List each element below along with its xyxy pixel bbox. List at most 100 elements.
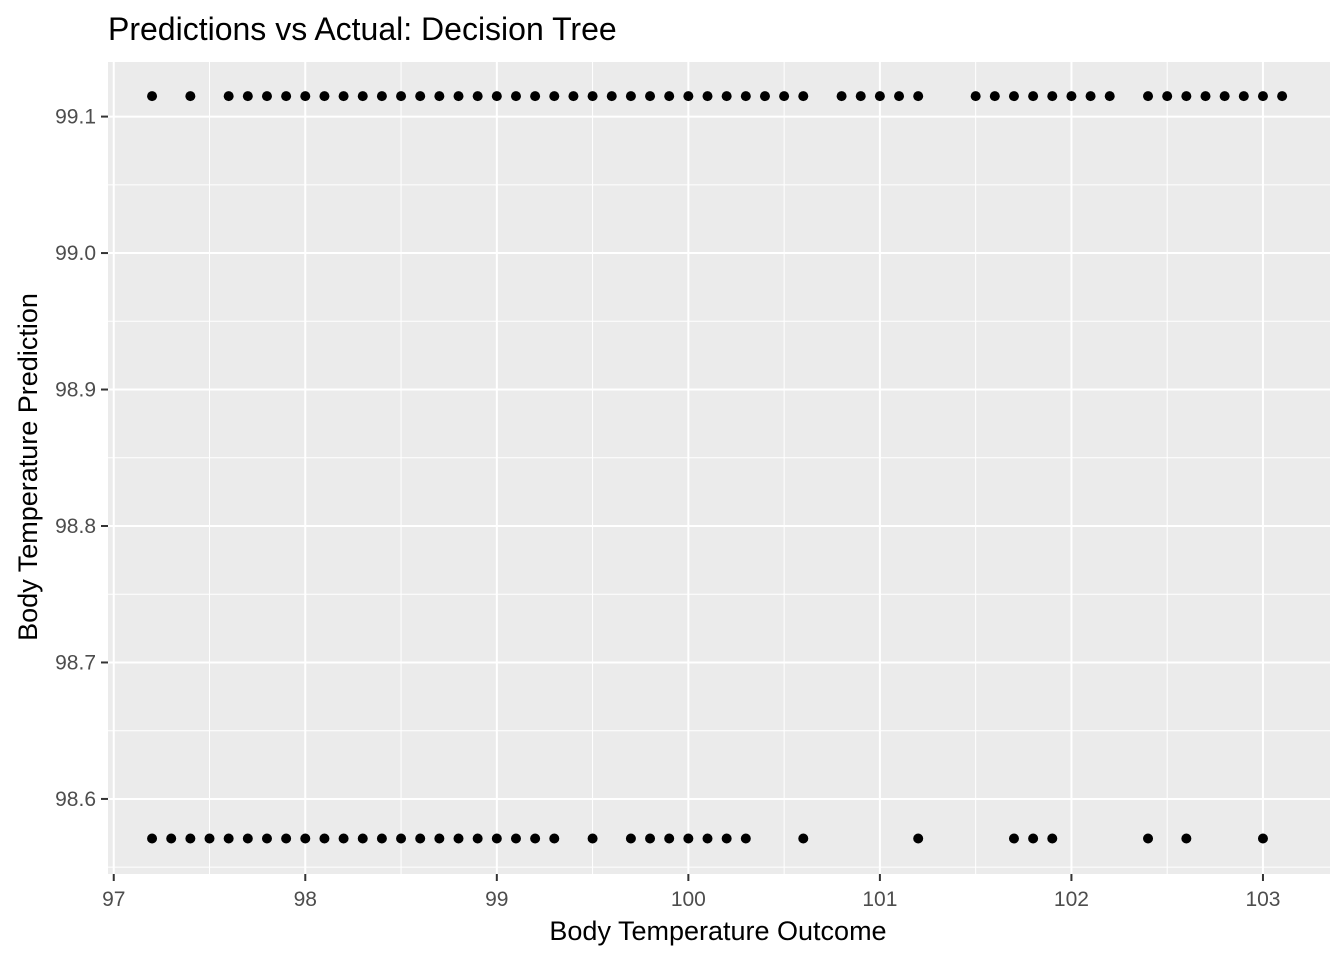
data-point bbox=[185, 91, 196, 102]
x-tick-label: 101 bbox=[862, 888, 897, 911]
data-point bbox=[300, 91, 311, 102]
data-point bbox=[1181, 91, 1192, 102]
data-point bbox=[989, 91, 1000, 102]
data-point bbox=[759, 91, 770, 102]
data-point bbox=[261, 833, 272, 844]
y-tick-label: 98.9 bbox=[55, 379, 96, 402]
y-tick-label: 98.7 bbox=[55, 651, 96, 674]
data-point bbox=[702, 91, 713, 102]
plot-panel bbox=[108, 62, 1330, 874]
x-tick-label: 100 bbox=[671, 888, 706, 911]
data-point bbox=[242, 833, 253, 844]
data-point bbox=[855, 91, 866, 102]
data-point bbox=[357, 833, 368, 844]
data-point bbox=[204, 833, 215, 844]
data-point bbox=[530, 91, 541, 102]
x-axis: 97 98 99 100 101 102 103 bbox=[102, 874, 1280, 911]
data-point bbox=[281, 833, 292, 844]
data-point bbox=[1143, 91, 1154, 102]
data-point bbox=[261, 91, 272, 102]
data-point bbox=[491, 833, 502, 844]
data-point bbox=[510, 833, 521, 844]
data-point bbox=[1238, 91, 1249, 102]
data-point bbox=[913, 833, 924, 844]
data-point bbox=[1104, 91, 1115, 102]
data-point bbox=[702, 833, 713, 844]
data-point bbox=[223, 91, 234, 102]
data-point bbox=[396, 833, 407, 844]
data-point bbox=[376, 91, 387, 102]
data-point bbox=[664, 91, 675, 102]
x-axis-title: Body Temperature Outcome bbox=[549, 916, 886, 946]
data-point bbox=[894, 91, 905, 102]
data-point bbox=[798, 91, 809, 102]
data-point bbox=[472, 91, 483, 102]
data-point bbox=[396, 91, 407, 102]
data-point bbox=[836, 91, 847, 102]
y-tick-label: 99.1 bbox=[55, 106, 96, 129]
data-point bbox=[1277, 91, 1288, 102]
data-point bbox=[338, 833, 349, 844]
data-point bbox=[1219, 91, 1230, 102]
data-point bbox=[1085, 91, 1096, 102]
data-point bbox=[491, 91, 502, 102]
data-point bbox=[1257, 91, 1268, 102]
data-point bbox=[185, 833, 196, 844]
data-point bbox=[1181, 833, 1192, 844]
data-point bbox=[1008, 91, 1019, 102]
x-tick-label: 102 bbox=[1054, 888, 1089, 911]
data-point bbox=[798, 833, 809, 844]
y-tick-label: 98.6 bbox=[55, 788, 96, 811]
data-point bbox=[1200, 91, 1211, 102]
data-point bbox=[587, 91, 598, 102]
grid-lines bbox=[108, 62, 1330, 874]
data-point bbox=[1162, 91, 1173, 102]
data-point bbox=[740, 91, 751, 102]
data-point bbox=[338, 91, 349, 102]
data-point bbox=[415, 833, 426, 844]
data-point bbox=[1028, 833, 1039, 844]
data-point bbox=[530, 833, 541, 844]
data-point bbox=[664, 833, 675, 844]
data-point bbox=[645, 833, 656, 844]
data-point bbox=[1066, 91, 1077, 102]
data-point bbox=[453, 91, 464, 102]
y-tick-label: 98.8 bbox=[55, 515, 96, 538]
y-tick-label: 99.0 bbox=[55, 242, 96, 265]
data-points bbox=[147, 91, 1288, 844]
data-point bbox=[319, 91, 330, 102]
data-point bbox=[549, 833, 560, 844]
chart-title: Predictions vs Actual: Decision Tree bbox=[108, 11, 617, 47]
y-axis: 98.6 98.7 98.8 98.9 99.0 99.1 bbox=[55, 106, 108, 811]
data-point bbox=[874, 91, 885, 102]
data-point bbox=[1047, 833, 1058, 844]
data-point bbox=[779, 91, 790, 102]
data-point bbox=[683, 833, 694, 844]
data-point bbox=[721, 91, 732, 102]
data-point bbox=[645, 91, 656, 102]
data-point bbox=[721, 833, 732, 844]
data-point bbox=[166, 833, 177, 844]
data-point bbox=[223, 833, 234, 844]
data-point bbox=[453, 833, 464, 844]
data-point bbox=[147, 833, 158, 844]
data-point bbox=[242, 91, 253, 102]
data-point bbox=[472, 833, 483, 844]
data-point bbox=[587, 833, 598, 844]
data-point bbox=[606, 91, 617, 102]
data-point bbox=[319, 833, 330, 844]
data-point bbox=[683, 91, 694, 102]
data-point bbox=[1028, 91, 1039, 102]
data-point bbox=[625, 833, 636, 844]
data-point bbox=[147, 91, 158, 102]
data-point bbox=[568, 91, 579, 102]
x-tick-label: 97 bbox=[102, 888, 125, 911]
y-axis-title: Body Temperature Prediction bbox=[13, 293, 43, 641]
data-point bbox=[376, 833, 387, 844]
data-point bbox=[625, 91, 636, 102]
data-point bbox=[300, 833, 311, 844]
data-point bbox=[970, 91, 981, 102]
x-tick-label: 99 bbox=[485, 888, 508, 911]
data-point bbox=[1047, 91, 1058, 102]
